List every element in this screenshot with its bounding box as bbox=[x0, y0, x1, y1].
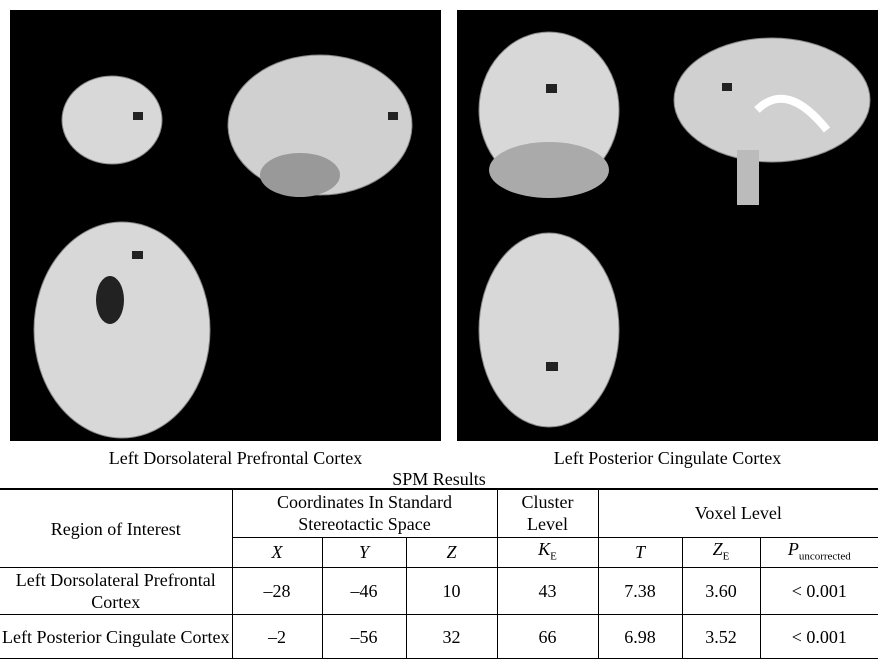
activation bbox=[546, 84, 557, 93]
row-label: Left Dorsolateral Prefrontal Cortex bbox=[0, 568, 232, 615]
results-table: Region of Interest Coordinates In Standa… bbox=[0, 488, 878, 659]
data-cell: –28 bbox=[232, 568, 322, 615]
column-symbol: X bbox=[272, 542, 283, 562]
brain-images bbox=[457, 10, 878, 441]
data-cell: 3.52 bbox=[682, 615, 760, 659]
data-cell: 6.98 bbox=[598, 615, 682, 659]
column-header: ZE bbox=[682, 537, 760, 568]
column-header: Y bbox=[322, 537, 406, 568]
data-cell: < 0.001 bbox=[760, 615, 878, 659]
column-header: T bbox=[598, 537, 682, 568]
brain-panel bbox=[457, 10, 878, 441]
column-header: KE bbox=[497, 537, 598, 568]
table-title: SPM Results bbox=[0, 469, 878, 490]
axial-slice bbox=[34, 222, 210, 438]
row-label: Left Posterior Cingulate Cortex bbox=[0, 615, 232, 659]
column-header: Puncorrected bbox=[760, 537, 878, 568]
cerebellum bbox=[260, 153, 340, 197]
page: Left Dorsolateral Prefrontal Cortex Left… bbox=[0, 0, 878, 651]
data-cell: 3.60 bbox=[682, 568, 760, 615]
data-cell: –46 bbox=[322, 568, 406, 615]
ventricle bbox=[96, 276, 124, 324]
data-cell: 32 bbox=[406, 615, 497, 659]
column-symbol: Z bbox=[447, 542, 457, 562]
column-header: Z bbox=[406, 537, 497, 568]
data-cell: –2 bbox=[232, 615, 322, 659]
data-cell: 66 bbox=[497, 615, 598, 659]
column-symbol: Z bbox=[713, 539, 723, 559]
activation bbox=[546, 362, 558, 371]
coronal-slice bbox=[62, 76, 162, 164]
header-cell: Cluster Level bbox=[497, 489, 598, 537]
activation bbox=[722, 83, 732, 91]
activation bbox=[388, 112, 398, 120]
brain-images bbox=[10, 10, 441, 441]
caption: Left Posterior Cingulate Cortex bbox=[457, 448, 878, 469]
data-cell: –56 bbox=[322, 615, 406, 659]
data-cell: 7.38 bbox=[598, 568, 682, 615]
column-subscript: E bbox=[550, 550, 557, 562]
data-cell: 43 bbox=[497, 568, 598, 615]
brainstem bbox=[737, 150, 759, 205]
axial-slice bbox=[479, 233, 619, 427]
column-symbol: K bbox=[538, 539, 550, 559]
cerebellum bbox=[489, 142, 609, 198]
column-header: X bbox=[232, 537, 322, 568]
caption: Left Dorsolateral Prefrontal Cortex bbox=[10, 448, 461, 469]
activation bbox=[133, 112, 143, 120]
header-cell: Region of Interest bbox=[0, 489, 232, 568]
column-symbol: P bbox=[788, 539, 799, 559]
header-cell: Voxel Level bbox=[598, 489, 878, 537]
brain-panel bbox=[10, 10, 441, 441]
column-subscript: uncorrected bbox=[799, 550, 851, 562]
column-symbol: Y bbox=[359, 542, 369, 562]
header-cell: Coordinates In Standard Stereotactic Spa… bbox=[232, 489, 497, 537]
column-subscript: E bbox=[723, 550, 730, 562]
column-symbol: T bbox=[635, 542, 645, 562]
activation bbox=[132, 251, 143, 259]
data-cell: < 0.001 bbox=[760, 568, 878, 615]
data-cell: 10 bbox=[406, 568, 497, 615]
